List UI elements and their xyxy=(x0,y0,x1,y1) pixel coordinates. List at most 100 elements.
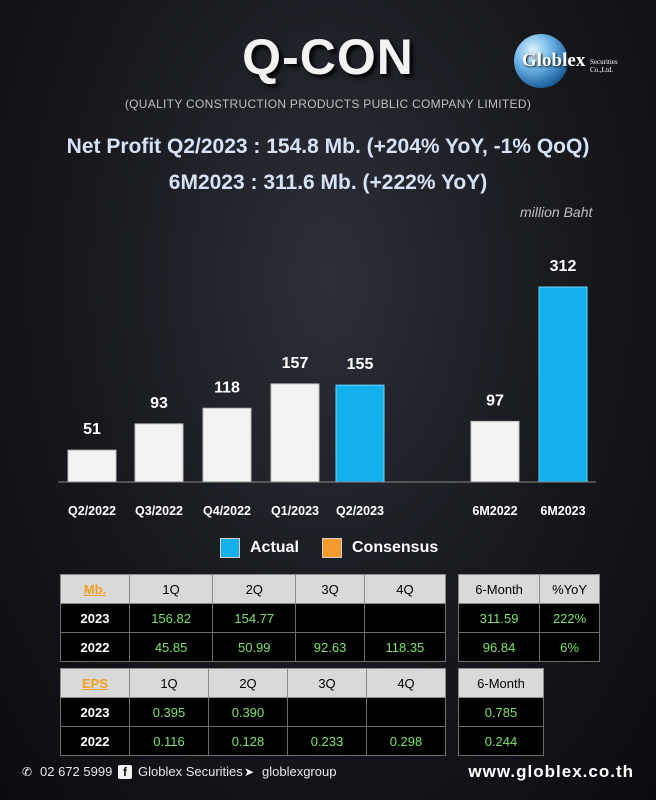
table-cell: 0.128 xyxy=(208,726,288,756)
bar-value-label: 157 xyxy=(282,355,309,372)
globe-icon xyxy=(514,34,568,88)
globlex-logo: Globlex Securities Co.,Ltd. xyxy=(514,30,638,90)
phone-icon: ✆ xyxy=(21,764,33,779)
table-cell: 0.116 xyxy=(129,726,209,756)
table-header-cell: 2Q xyxy=(208,668,288,698)
row-year: 2023 xyxy=(60,603,130,633)
table-header-cell: 6-Month xyxy=(458,668,544,698)
table-cell xyxy=(287,697,367,727)
table-cell: 0.244 xyxy=(458,726,544,756)
headline-quarter: Net Profit Q2/2023 : 154.8 Mb. (+204% Yo… xyxy=(66,135,590,158)
row-year: 2022 xyxy=(60,632,130,662)
logo-subtext: Securities Co.,Ltd. xyxy=(590,58,618,74)
table-header-cell: 3Q xyxy=(287,668,367,698)
table-row: 2023 156.82 154.77 xyxy=(60,603,447,633)
x-tick-label: Q2/2022 xyxy=(68,504,116,518)
x-tick-label: 6M2023 xyxy=(540,504,585,518)
phone-number: 02 672 5999 xyxy=(40,764,113,779)
bar-value-label: 93 xyxy=(150,395,168,412)
table-header-cell: 4Q xyxy=(366,668,446,698)
table-header-cell: 2Q xyxy=(212,574,297,604)
table-cell xyxy=(366,697,446,727)
telegram-handle: globlexgroup xyxy=(262,764,337,779)
bar-value-label: 97 xyxy=(486,392,504,409)
table-cell: 222% xyxy=(539,603,600,633)
x-tick-label: Q3/2022 xyxy=(135,504,183,518)
row-year: 2022 xyxy=(60,726,130,756)
page-title: Q-CON xyxy=(242,29,414,85)
logo-wordmark: Globlex xyxy=(522,50,586,71)
company-full-name: (QUALITY CONSTRUCTION PRODUCTS PUBLIC CO… xyxy=(124,97,532,111)
bar-value-label: 51 xyxy=(83,421,101,438)
bar-q2-2022 xyxy=(67,449,117,483)
facebook-icon: f xyxy=(118,764,132,779)
table-header-cell: %YoY xyxy=(539,574,600,604)
table-header-cell: Mb. xyxy=(60,574,130,604)
table-cell: 0.395 xyxy=(129,697,209,727)
table-row: 2022 45.85 50.99 92.63 118.35 xyxy=(60,632,447,662)
bar-q2-2023 xyxy=(335,384,385,483)
bar-value-label: 312 xyxy=(550,258,577,275)
table-cell xyxy=(363,603,447,633)
footer: ✆ 02 672 5999 f Globlex Securities ➤ glo… xyxy=(0,756,656,792)
x-tick-label: Q1/2023 xyxy=(271,504,319,518)
unit-label: million Baht xyxy=(520,204,593,220)
table-header-cell: 4Q xyxy=(363,574,447,604)
telegram-icon: ➤ xyxy=(243,764,255,779)
table-row: 0.785 xyxy=(458,697,544,727)
table-cell: 0.785 xyxy=(458,697,544,727)
table-header-row: 6-Month xyxy=(458,668,544,698)
net-profit-quarterly-table: Mb. 1Q 2Q 3Q 4Q 2023 156.82 154.77 2022 … xyxy=(60,574,447,662)
table-cell: 118.35 xyxy=(363,632,447,662)
table-row: 2023 0.395 0.390 xyxy=(60,697,446,727)
table-cell: 96.84 xyxy=(457,632,541,662)
bar-q1-2023 xyxy=(270,383,320,483)
net-profit-six-month-table: 6-Month %YoY 311.59 222% 96.84 6% xyxy=(457,574,600,662)
table-cell: 156.82 xyxy=(128,603,214,633)
footer-facebook[interactable]: f Globlex Securities xyxy=(118,764,243,779)
facebook-name: Globlex Securities xyxy=(138,764,243,779)
table-cell xyxy=(295,603,365,633)
table-header-cell: EPS xyxy=(60,668,130,698)
footer-phone[interactable]: ✆ 02 672 5999 xyxy=(20,764,112,779)
legend-swatch-consensus xyxy=(322,538,342,558)
eps-quarterly-table: EPS 1Q 2Q 3Q 4Q 2023 0.395 0.390 2022 0.… xyxy=(60,668,446,756)
row-year: 2023 xyxy=(60,697,130,727)
bar-q3-2022 xyxy=(134,423,184,483)
bar-value-label: 118 xyxy=(214,379,240,396)
table-row: 0.244 xyxy=(458,726,544,756)
table-header-row: 6-Month %YoY xyxy=(457,574,600,604)
table-cell: 0.298 xyxy=(366,726,446,756)
table-cell: 45.85 xyxy=(128,632,214,662)
table-cell: 154.77 xyxy=(212,603,297,633)
table-row: 2022 0.116 0.128 0.233 0.298 xyxy=(60,726,446,756)
headline-six-month: 6M2023 : 311.6 Mb. (+222% YoY) xyxy=(168,171,488,194)
table-header-cell: 3Q xyxy=(295,574,365,604)
table-header-row: Mb. 1Q 2Q 3Q 4Q xyxy=(60,574,447,604)
table-header-row: EPS 1Q 2Q 3Q 4Q xyxy=(60,668,446,698)
table-cell: 6% xyxy=(539,632,600,662)
table-cell: 0.233 xyxy=(287,726,367,756)
table-header-cell: 1Q xyxy=(128,574,214,604)
bar-6m2023 xyxy=(538,286,588,483)
table-row: 96.84 6% xyxy=(457,632,600,662)
table-cell: 50.99 xyxy=(212,632,297,662)
x-tick-label: 6M2022 xyxy=(472,504,517,518)
legend-label-actual: Actual xyxy=(250,539,299,556)
bar-6m2022 xyxy=(470,420,520,483)
eps-six-month-table: 6-Month 0.785 0.244 xyxy=(458,668,544,756)
x-tick-label: Q2/2023 xyxy=(336,504,384,518)
table-header-cell: 1Q xyxy=(129,668,209,698)
table-header-cell: 6-Month xyxy=(457,574,541,604)
x-tick-label: Q4/2022 xyxy=(203,504,251,518)
legend-label-consensus: Consensus xyxy=(352,539,439,556)
legend-swatch-actual xyxy=(220,538,240,558)
table-cell: 311.59 xyxy=(457,603,541,633)
website-link[interactable]: www.globlex.co.th xyxy=(468,762,634,781)
bar-q4-2022 xyxy=(202,407,252,483)
table-row: 311.59 222% xyxy=(457,603,600,633)
legend-item-actual: Actual xyxy=(220,538,299,558)
footer-telegram[interactable]: ➤ globlexgroup xyxy=(242,764,336,779)
legend-item-consensus: Consensus xyxy=(322,538,438,558)
table-cell: 92.63 xyxy=(295,632,365,662)
